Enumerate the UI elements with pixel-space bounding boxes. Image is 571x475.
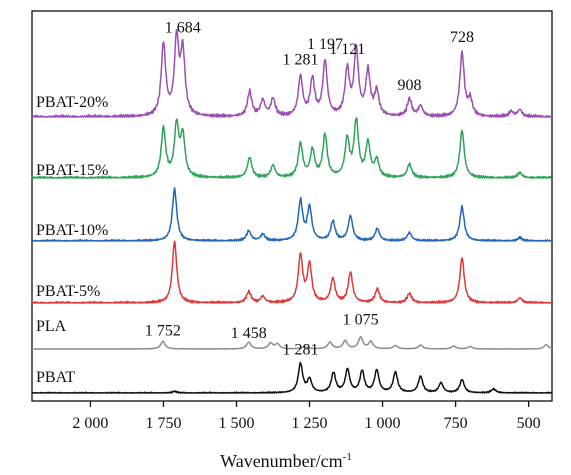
series-label-pla: PLA [36,318,67,335]
peak-label-pbat-20pct-1684: 1 684 [165,20,201,37]
x-axis: 2 000 1 750 1 500 1 250 1 000 750 500 [72,401,541,432]
x-axis-title: Wavenumber/cm-1 [220,451,352,471]
peak-label-pbat-1281: 1 281 [282,342,318,359]
x-tick-label-500: 500 [517,415,541,432]
peak-label-pla-1458: 1 458 [231,325,267,342]
peak-label-pla-1752: 1 752 [145,322,181,339]
series-label-pbat: PBAT [36,369,75,386]
spectrum-line-pbat-20pct [31,28,553,118]
x-tick-label-1750: 1 750 [145,415,181,432]
x-tick-label-2000: 2 000 [72,415,108,432]
spectrum-line-pbat [31,361,553,394]
spectrum-line-pla [31,336,553,350]
x-tick-label-1000: 1 000 [365,415,401,432]
x-tick-label-1250: 1 250 [292,415,328,432]
spectrum-line-pbat-5pct [31,240,553,304]
peak-label-pla-1075: 1 075 [343,312,379,329]
peak-label-pbat-20pct-908: 908 [397,77,421,94]
peak-label-pbat-20pct-728: 728 [450,29,474,46]
series-label-pbat-10pct: PBAT-10% [36,222,108,239]
peak-label-pbat-20pct-1197: 1 197 [307,36,343,53]
spectra-group [31,28,553,394]
peak-label-pbat-20pct-1121: 1 121 [329,41,365,58]
x-tick-label-1500: 1 500 [218,415,254,432]
spectrum-line-pbat-10pct [31,187,553,242]
peak-label-pbat-20pct-1281: 1 281 [282,51,318,68]
plot-frame [31,10,553,402]
series-labels: PBAT-20% PBAT-15% PBAT-10% PBAT-5% PLA PBAT [36,94,108,386]
spectrum-line-pbat-15pct [31,117,553,179]
x-tick-label-750: 750 [444,415,468,432]
series-label-pbat-5pct: PBAT-5% [36,283,100,300]
series-label-pbat-20pct: PBAT-20% [36,94,108,111]
series-label-pbat-15pct: PBAT-15% [36,162,108,179]
